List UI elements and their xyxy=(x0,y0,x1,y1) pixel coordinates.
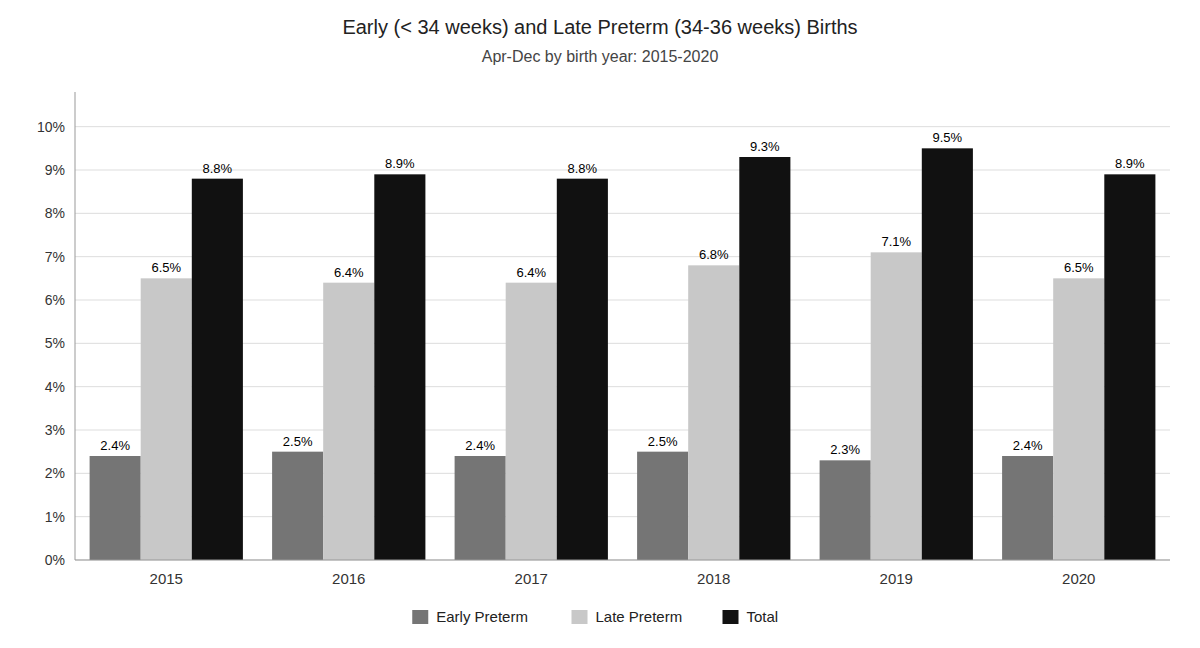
data-label: 2.4% xyxy=(100,438,130,453)
bar xyxy=(688,265,739,560)
legend-item: Late Preterm xyxy=(572,608,683,625)
bar xyxy=(323,283,374,560)
data-label: 8.9% xyxy=(385,156,415,171)
x-axis-line xyxy=(75,560,1170,561)
x-tick-label: 2019 xyxy=(880,570,913,587)
x-tick-label: 2020 xyxy=(1062,570,1095,587)
y-axis-line xyxy=(75,92,76,560)
bar xyxy=(871,252,922,560)
bar xyxy=(922,148,973,560)
x-tick-label: 2017 xyxy=(515,570,548,587)
y-tick-label: 9% xyxy=(45,162,65,178)
data-label: 6.5% xyxy=(151,260,181,275)
chart: Early (< 34 weeks) and Late Preterm (34-… xyxy=(0,0,1200,648)
x-tick-label: 2016 xyxy=(332,570,365,587)
y-tick-label: 4% xyxy=(45,379,65,395)
data-label: 9.3% xyxy=(750,139,780,154)
grid-line xyxy=(75,560,1170,561)
y-tick-label: 10% xyxy=(37,119,65,135)
data-label: 2.4% xyxy=(465,438,495,453)
grid-line xyxy=(75,170,1170,171)
bar xyxy=(1104,174,1155,560)
data-label: 2.4% xyxy=(1013,438,1043,453)
data-label: 9.5% xyxy=(933,130,963,145)
bar xyxy=(455,456,506,560)
data-label: 7.1% xyxy=(881,234,911,249)
legend: Early Preterm Late Preterm Total xyxy=(412,608,778,625)
y-tick-label: 0% xyxy=(45,552,65,568)
bar xyxy=(820,460,871,560)
y-tick-label: 6% xyxy=(45,292,65,308)
y-tick-label: 2% xyxy=(45,465,65,481)
legend-swatch xyxy=(572,610,588,624)
title: Early (< 34 weeks) and Late Preterm (34-… xyxy=(342,16,857,38)
legend-label: Total xyxy=(747,608,779,625)
data-label: 6.5% xyxy=(1064,260,1094,275)
series xyxy=(192,148,1156,560)
bar xyxy=(90,456,141,560)
legend-swatch xyxy=(723,610,739,624)
bar xyxy=(192,179,243,560)
legend-item: Total xyxy=(723,608,779,625)
data-labels: 2.4% 2.5% 2.4% 2.5% 2.3% 2.4% 6.5% 6.4% 6.4% 6.8%… xyxy=(100,130,1145,457)
data-label: 2.3% xyxy=(830,442,860,457)
x-tick-label: 2018 xyxy=(697,570,730,587)
data-label: 6.4% xyxy=(516,265,546,280)
bar xyxy=(637,452,688,560)
legend-swatch xyxy=(412,610,428,624)
data-label: 8.8% xyxy=(203,161,233,176)
grid-line xyxy=(75,126,1170,127)
bar xyxy=(374,174,425,560)
bar xyxy=(1053,278,1104,560)
bar xyxy=(272,452,323,560)
grid xyxy=(75,127,1170,560)
y-tick-label: 1% xyxy=(45,509,65,525)
bar xyxy=(557,179,608,560)
bar xyxy=(506,283,557,560)
bar xyxy=(1002,456,1053,560)
y-tick-label: 3% xyxy=(45,422,65,438)
data-label: 8.8% xyxy=(568,161,598,176)
data-label: 2.5% xyxy=(283,434,313,449)
y-tick-label: 8% xyxy=(45,205,65,221)
data-label: 6.4% xyxy=(334,265,364,280)
subtitle: Apr-Dec by birth year: 2015-2020 xyxy=(482,48,719,65)
bar xyxy=(141,278,192,560)
y-axis: 0% 1% 2% 3% 4% 5% 6% 7% 8% 9% 10% xyxy=(37,92,75,568)
x-tick-label: 2015 xyxy=(150,570,183,587)
bar xyxy=(739,157,790,560)
legend-item: Early Preterm xyxy=(412,608,528,625)
data-label: 6.8% xyxy=(699,247,729,262)
x-axis: 2015 2016 2017 2018 2019 2020 xyxy=(75,560,1170,587)
data-label: 8.9% xyxy=(1115,156,1145,171)
bars xyxy=(90,148,1156,560)
data-label: 2.5% xyxy=(648,434,678,449)
y-tick-label: 7% xyxy=(45,249,65,265)
legend-label: Late Preterm xyxy=(596,608,683,625)
legend-label: Early Preterm xyxy=(436,608,528,625)
y-tick-label: 5% xyxy=(45,335,65,351)
